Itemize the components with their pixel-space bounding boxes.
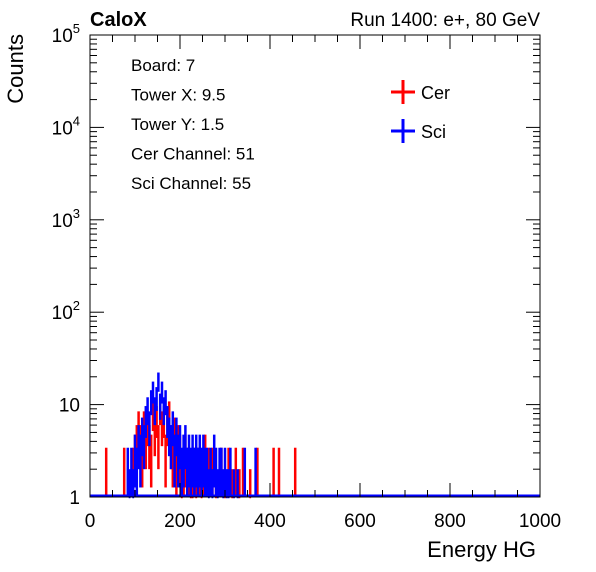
legend-label: Cer: [421, 83, 450, 103]
y-tick-base: 1: [69, 488, 80, 509]
x-tick-label: 200: [164, 511, 196, 532]
y-tick-label: 104: [52, 113, 80, 139]
info-line: Sci Channel: 55: [131, 174, 251, 193]
x-tick-label: 600: [344, 511, 376, 532]
info-line: Tower Y: 1.5: [131, 115, 224, 134]
y-tick-label: 103: [52, 206, 80, 232]
x-tick-label: 800: [434, 511, 466, 532]
series-sci: [90, 372, 540, 499]
chart-title-right: Run 1400: e+, 80 GeV: [350, 10, 540, 31]
x-tick-label: 400: [254, 511, 286, 532]
y-tick-base: 10: [52, 303, 73, 324]
y-tick-label: 10: [59, 396, 80, 417]
legend-entry-cer: Cer: [391, 80, 450, 104]
y-tick-exponent: 2: [73, 298, 80, 313]
x-axis-label: Energy HG: [427, 537, 536, 562]
y-tick-label: 105: [52, 21, 80, 47]
y-tick-label: 1: [69, 488, 80, 509]
legend-entry-sci: Sci: [391, 119, 446, 143]
legend-label: Sci: [421, 122, 446, 142]
chart-title-left: CaloX: [90, 9, 147, 31]
info-box: Board: 7 Tower X: 9.5 Tower Y: 1.5 Cer Chan…: [131, 56, 255, 193]
y-tick-exponent: 5: [73, 21, 80, 36]
y-tick-exponent: 3: [73, 206, 80, 221]
x-tick-label: 1000: [519, 511, 561, 532]
info-line: Cer Channel: 51: [131, 145, 255, 164]
y-tick-base: 10: [59, 396, 80, 417]
y-tick-base: 10: [52, 118, 73, 139]
x-tick-label: 0: [85, 511, 96, 532]
series-cer: [90, 397, 540, 499]
y-tick-base: 10: [52, 26, 73, 47]
info-line: Tower X: 9.5: [131, 86, 226, 105]
y-tick-exponent: 4: [73, 113, 80, 128]
y-axis-label: Counts: [3, 34, 28, 104]
legend: Cer Sci: [391, 80, 450, 143]
info-line: Board: 7: [131, 56, 195, 75]
series-layer: [90, 372, 540, 499]
y-tick-base: 10: [52, 211, 73, 232]
y-tick-label: 102: [52, 298, 80, 324]
